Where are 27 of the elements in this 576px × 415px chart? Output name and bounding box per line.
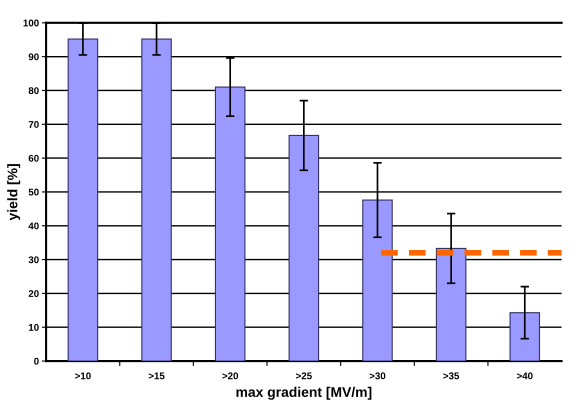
- x-tick-label: >25: [296, 372, 312, 380]
- bar: [288, 134, 320, 362]
- y-tick-label: 0: [34, 358, 39, 365]
- bar: [509, 312, 540, 362]
- x-axis-title: max gradient [MV/m]: [236, 386, 372, 400]
- y-tick-label: 40: [28, 222, 39, 230]
- x-tick-label: >20: [222, 372, 238, 380]
- y-tick-label: 30: [28, 256, 39, 264]
- y-axis-title: yield [%]: [7, 164, 20, 220]
- y-tick-label: 70: [28, 121, 39, 128]
- x-tick-label: >40: [516, 372, 533, 380]
- bar: [362, 200, 393, 362]
- bar: [141, 38, 172, 362]
- y-tick-label: 10: [28, 324, 39, 331]
- x-tick-label: >10: [75, 372, 91, 380]
- x-tick-label: >35: [443, 372, 460, 380]
- y-tick-label: 60: [28, 154, 39, 162]
- bar: [68, 38, 98, 362]
- y-tick-label: 90: [28, 53, 39, 60]
- y-tick-label: 20: [28, 290, 39, 298]
- x-tick-label: >15: [148, 372, 165, 380]
- x-tick-label: >30: [370, 372, 386, 380]
- y-tick-label: 50: [28, 188, 39, 196]
- y-tick-label: 100: [24, 20, 39, 26]
- y-tick-label: 80: [28, 87, 39, 94]
- bar: [214, 86, 246, 362]
- bar: [436, 248, 466, 362]
